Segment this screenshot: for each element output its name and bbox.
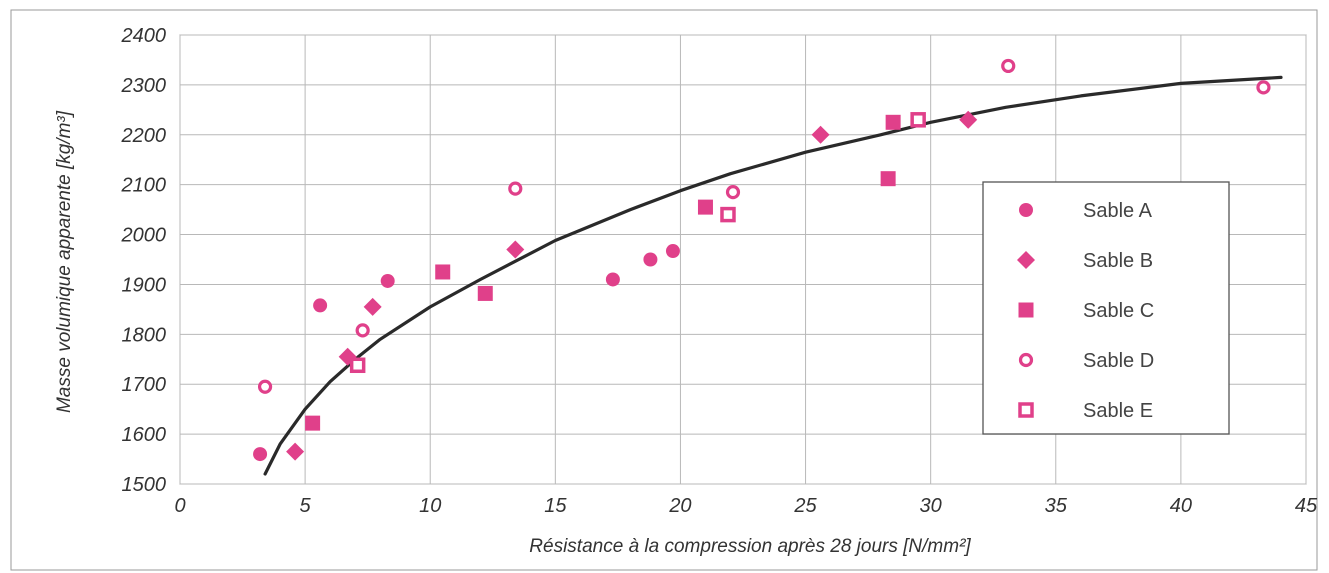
legend-marker-sable-e <box>1018 402 1034 418</box>
point-sable-b <box>959 110 978 129</box>
legend-label-sable-e: Sable E <box>1083 400 1153 422</box>
legend: Sable A Sable B Sable C Sable D Sable E <box>982 181 1230 435</box>
point-sable-a <box>605 272 620 287</box>
y-tick-label: 2100 <box>121 175 167 197</box>
point-sable-c <box>435 264 451 280</box>
y-tick-label: 2200 <box>121 125 167 147</box>
y-axis-label: Masse volumique apparente [kg/m³] <box>54 110 75 413</box>
x-tick-label: 0 <box>174 495 185 517</box>
point-sable-c <box>477 285 493 301</box>
y-tick-label: 1600 <box>122 424 167 446</box>
legend-label-sable-a: Sable A <box>1083 200 1153 222</box>
x-axis-label: Résistance à la compression après 28 jou… <box>529 536 971 557</box>
point-sable-b <box>363 297 382 316</box>
point-sable-d <box>508 181 523 196</box>
point-sable-c <box>880 171 896 187</box>
legend-label-sable-c: Sable C <box>1083 300 1154 322</box>
point-sable-c <box>305 415 321 431</box>
point-sable-a <box>665 244 680 259</box>
legend-label-sable-b: Sable B <box>1083 250 1153 272</box>
point-sable-a <box>253 447 268 462</box>
y-tick-label: 2400 <box>121 25 167 47</box>
y-tick-label: 1500 <box>122 474 167 496</box>
y-tick-label: 1700 <box>122 374 167 396</box>
point-sable-a <box>313 298 328 313</box>
point-sable-d <box>355 323 370 338</box>
legend-marker-sable-d <box>1018 352 1034 368</box>
x-tick-label: 45 <box>1295 495 1318 517</box>
legend-marker-sable-c <box>1018 302 1034 318</box>
trend-curve-line <box>263 75 1283 476</box>
point-sable-b <box>811 125 830 144</box>
point-sable-b <box>286 442 305 461</box>
legend-marker-sable-a <box>1019 203 1033 217</box>
point-sable-d <box>1256 80 1271 95</box>
point-sable-c <box>885 114 901 130</box>
x-tick-label: 35 <box>1045 495 1068 517</box>
outer-frame <box>10 9 1318 571</box>
point-sable-b <box>506 240 525 259</box>
trend-curve <box>263 75 1283 476</box>
x-tick-label: 5 <box>300 495 312 517</box>
x-tick-label: 40 <box>1170 495 1192 517</box>
y-tick-label: 1800 <box>122 324 167 346</box>
data-points <box>253 58 1271 462</box>
point-sable-d <box>1001 58 1016 74</box>
legend-marker-sable-b <box>1017 251 1035 269</box>
x-tick-label: 15 <box>544 495 567 517</box>
point-sable-d <box>725 185 741 200</box>
x-tick-label: 30 <box>920 495 942 517</box>
x-tick-label: 10 <box>419 495 441 517</box>
point-sable-e <box>349 357 366 374</box>
y-tick-label: 2300 <box>121 75 167 97</box>
x-tick-label: 20 <box>668 495 691 517</box>
point-sable-c <box>697 199 713 215</box>
x-tick-label: 25 <box>793 495 817 517</box>
y-tick-label: 1900 <box>122 274 167 296</box>
point-sable-e <box>910 112 926 128</box>
point-sable-e <box>720 206 736 223</box>
point-sable-d <box>257 379 273 394</box>
point-sable-a <box>380 273 395 288</box>
tick-labels: 0 5 10 15 20 25 30 35 40 45 1500 1600 1700 1800 1900 20… <box>121 25 1318 517</box>
y-tick-label: 2000 <box>121 225 167 247</box>
legend-label-sable-d: Sable D <box>1083 350 1154 372</box>
point-sable-a <box>643 252 658 267</box>
